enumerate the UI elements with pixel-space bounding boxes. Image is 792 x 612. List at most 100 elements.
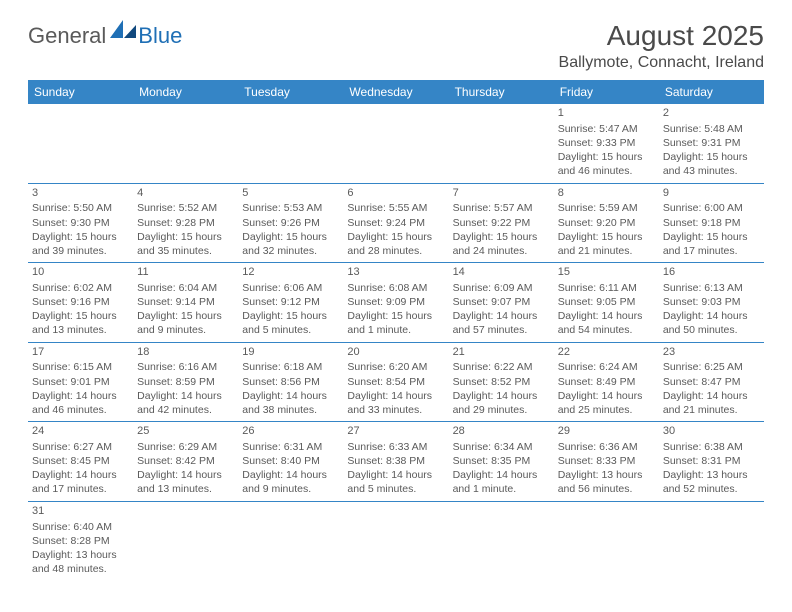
sunrise-text: Sunrise: 6:02 AM: [32, 281, 129, 295]
sunset-text: Sunset: 9:33 PM: [558, 136, 655, 150]
calendar-row: 10Sunrise: 6:02 AMSunset: 9:16 PMDayligh…: [28, 263, 764, 343]
daylight-text: Daylight: 14 hours and 9 minutes.: [242, 468, 339, 496]
daylight-text: Daylight: 14 hours and 1 minute.: [453, 468, 550, 496]
sunrise-text: Sunrise: 5:47 AM: [558, 122, 655, 136]
daylight-text: Daylight: 15 hours and 13 minutes.: [32, 309, 129, 337]
day-header-row: Sunday Monday Tuesday Wednesday Thursday…: [28, 80, 764, 104]
daylight-text: Daylight: 14 hours and 17 minutes.: [32, 468, 129, 496]
sunrise-text: Sunrise: 6:00 AM: [663, 201, 760, 215]
daylight-text: Daylight: 15 hours and 35 minutes.: [137, 230, 234, 258]
sunrise-text: Sunrise: 6:16 AM: [137, 360, 234, 374]
calendar-cell: 22Sunrise: 6:24 AMSunset: 8:49 PMDayligh…: [554, 342, 659, 422]
sunset-text: Sunset: 8:42 PM: [137, 454, 234, 468]
day-number: 10: [32, 265, 129, 280]
daylight-text: Daylight: 15 hours and 21 minutes.: [558, 230, 655, 258]
calendar-cell: 21Sunrise: 6:22 AMSunset: 8:52 PMDayligh…: [449, 342, 554, 422]
sunset-text: Sunset: 9:09 PM: [347, 295, 444, 309]
calendar-cell: 23Sunrise: 6:25 AMSunset: 8:47 PMDayligh…: [659, 342, 764, 422]
calendar-cell: [343, 501, 448, 580]
sunrise-text: Sunrise: 5:48 AM: [663, 122, 760, 136]
day-number: 12: [242, 265, 339, 280]
sunset-text: Sunset: 9:24 PM: [347, 216, 444, 230]
sunrise-text: Sunrise: 5:57 AM: [453, 201, 550, 215]
title-block: August 2025 Ballymote, Connacht, Ireland: [559, 20, 764, 72]
sunset-text: Sunset: 9:07 PM: [453, 295, 550, 309]
day-number: 4: [137, 186, 234, 201]
calendar-cell: [449, 104, 554, 183]
sunrise-text: Sunrise: 6:24 AM: [558, 360, 655, 374]
calendar-cell: 17Sunrise: 6:15 AMSunset: 9:01 PMDayligh…: [28, 342, 133, 422]
calendar-row: 31Sunrise: 6:40 AMSunset: 8:28 PMDayligh…: [28, 501, 764, 580]
day-number: 6: [347, 186, 444, 201]
calendar-cell: 18Sunrise: 6:16 AMSunset: 8:59 PMDayligh…: [133, 342, 238, 422]
day-header: Sunday: [28, 80, 133, 104]
calendar-cell: 19Sunrise: 6:18 AMSunset: 8:56 PMDayligh…: [238, 342, 343, 422]
sunset-text: Sunset: 8:52 PM: [453, 375, 550, 389]
calendar-cell: 26Sunrise: 6:31 AMSunset: 8:40 PMDayligh…: [238, 422, 343, 502]
calendar-cell: [659, 501, 764, 580]
calendar-cell: [554, 501, 659, 580]
daylight-text: Daylight: 15 hours and 17 minutes.: [663, 230, 760, 258]
calendar-cell: 25Sunrise: 6:29 AMSunset: 8:42 PMDayligh…: [133, 422, 238, 502]
day-header: Thursday: [449, 80, 554, 104]
sunrise-text: Sunrise: 6:31 AM: [242, 440, 339, 454]
sunrise-text: Sunrise: 6:40 AM: [32, 520, 129, 534]
daylight-text: Daylight: 13 hours and 48 minutes.: [32, 548, 129, 576]
sunset-text: Sunset: 8:49 PM: [558, 375, 655, 389]
sunrise-text: Sunrise: 6:06 AM: [242, 281, 339, 295]
calendar-cell: [238, 501, 343, 580]
sunset-text: Sunset: 9:05 PM: [558, 295, 655, 309]
calendar-cell: 2Sunrise: 5:48 AMSunset: 9:31 PMDaylight…: [659, 104, 764, 183]
daylight-text: Daylight: 15 hours and 9 minutes.: [137, 309, 234, 337]
sunrise-text: Sunrise: 6:34 AM: [453, 440, 550, 454]
sunset-text: Sunset: 9:30 PM: [32, 216, 129, 230]
day-number: 16: [663, 265, 760, 280]
sunrise-text: Sunrise: 6:38 AM: [663, 440, 760, 454]
daylight-text: Daylight: 15 hours and 39 minutes.: [32, 230, 129, 258]
calendar-cell: [449, 501, 554, 580]
daylight-text: Daylight: 15 hours and 43 minutes.: [663, 150, 760, 178]
day-number: 11: [137, 265, 234, 280]
day-number: 3: [32, 186, 129, 201]
logo: General Blue: [28, 20, 182, 51]
daylight-text: Daylight: 14 hours and 13 minutes.: [137, 468, 234, 496]
day-number: 24: [32, 424, 129, 439]
month-title: August 2025: [559, 20, 764, 52]
day-header: Monday: [133, 80, 238, 104]
sunrise-text: Sunrise: 6:22 AM: [453, 360, 550, 374]
logo-blue: Blue: [138, 23, 182, 49]
day-number: 19: [242, 345, 339, 360]
daylight-text: Daylight: 15 hours and 32 minutes.: [242, 230, 339, 258]
daylight-text: Daylight: 13 hours and 56 minutes.: [558, 468, 655, 496]
daylight-text: Daylight: 14 hours and 21 minutes.: [663, 389, 760, 417]
day-number: 25: [137, 424, 234, 439]
day-header: Tuesday: [238, 80, 343, 104]
day-number: 9: [663, 186, 760, 201]
calendar-cell: [133, 104, 238, 183]
day-number: 14: [453, 265, 550, 280]
sail-icon: [110, 20, 136, 43]
sunset-text: Sunset: 9:26 PM: [242, 216, 339, 230]
calendar-cell: 13Sunrise: 6:08 AMSunset: 9:09 PMDayligh…: [343, 263, 448, 343]
daylight-text: Daylight: 14 hours and 5 minutes.: [347, 468, 444, 496]
day-number: 31: [32, 504, 129, 519]
calendar-cell: 11Sunrise: 6:04 AMSunset: 9:14 PMDayligh…: [133, 263, 238, 343]
daylight-text: Daylight: 14 hours and 46 minutes.: [32, 389, 129, 417]
daylight-text: Daylight: 14 hours and 38 minutes.: [242, 389, 339, 417]
calendar-cell: 24Sunrise: 6:27 AMSunset: 8:45 PMDayligh…: [28, 422, 133, 502]
day-number: 13: [347, 265, 444, 280]
daylight-text: Daylight: 14 hours and 25 minutes.: [558, 389, 655, 417]
sunrise-text: Sunrise: 5:50 AM: [32, 201, 129, 215]
sunrise-text: Sunrise: 6:18 AM: [242, 360, 339, 374]
sunset-text: Sunset: 9:16 PM: [32, 295, 129, 309]
header: General Blue August 2025 Ballymote, Conn…: [28, 20, 764, 72]
sunrise-text: Sunrise: 6:13 AM: [663, 281, 760, 295]
daylight-text: Daylight: 15 hours and 46 minutes.: [558, 150, 655, 178]
calendar-cell: 6Sunrise: 5:55 AMSunset: 9:24 PMDaylight…: [343, 183, 448, 263]
day-number: 29: [558, 424, 655, 439]
sunset-text: Sunset: 8:31 PM: [663, 454, 760, 468]
sunset-text: Sunset: 8:33 PM: [558, 454, 655, 468]
calendar-cell: 15Sunrise: 6:11 AMSunset: 9:05 PMDayligh…: [554, 263, 659, 343]
day-number: 30: [663, 424, 760, 439]
calendar-cell: 7Sunrise: 5:57 AMSunset: 9:22 PMDaylight…: [449, 183, 554, 263]
